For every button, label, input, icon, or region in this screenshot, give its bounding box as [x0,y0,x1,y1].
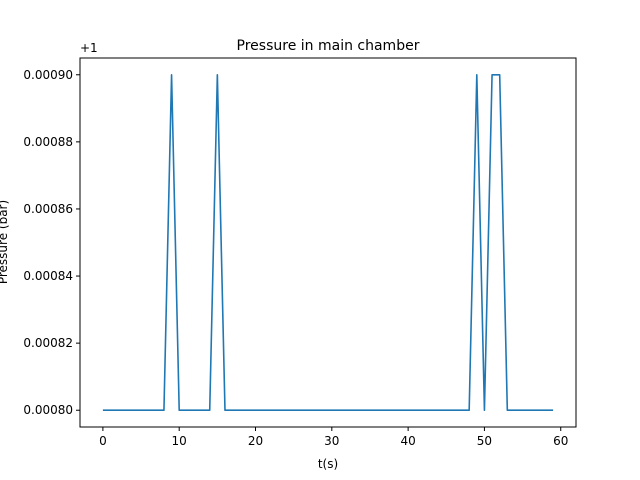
series-line-0 [102,73,554,412]
y-tick-label: 0.00090 [23,68,73,82]
y-axis-ticks: 0.00080 0.00082 0.00084 0.00086 0.00088 0.000… [23,68,80,417]
x-axis-ticks: 0 10 20 30 40 50 60 [99,427,568,448]
y-tick-label: 0.00086 [23,202,73,216]
x-tick-label: 50 [477,434,492,448]
y-tick-label: 0.00088 [23,135,73,149]
y-axis-label: Pressure (bar) [0,200,10,284]
x-tick-label: 40 [400,434,415,448]
x-tick-label: 20 [248,434,263,448]
plot-layer [102,73,554,412]
y-offset-label: +1 [80,41,98,55]
x-tick-label: 0 [99,434,107,448]
x-axis-label: t(s) [318,457,338,471]
x-tick-label: 30 [324,434,339,448]
plot-frame [79,57,577,428]
y-tick-label: 0.00082 [23,336,73,350]
x-tick-label: 60 [553,434,568,448]
x-tick-label: 10 [172,434,187,448]
y-tick-label: 0.00080 [23,403,73,417]
y-tick-label: 0.00084 [23,269,73,283]
chart-title: Pressure in main chamber [237,38,420,54]
